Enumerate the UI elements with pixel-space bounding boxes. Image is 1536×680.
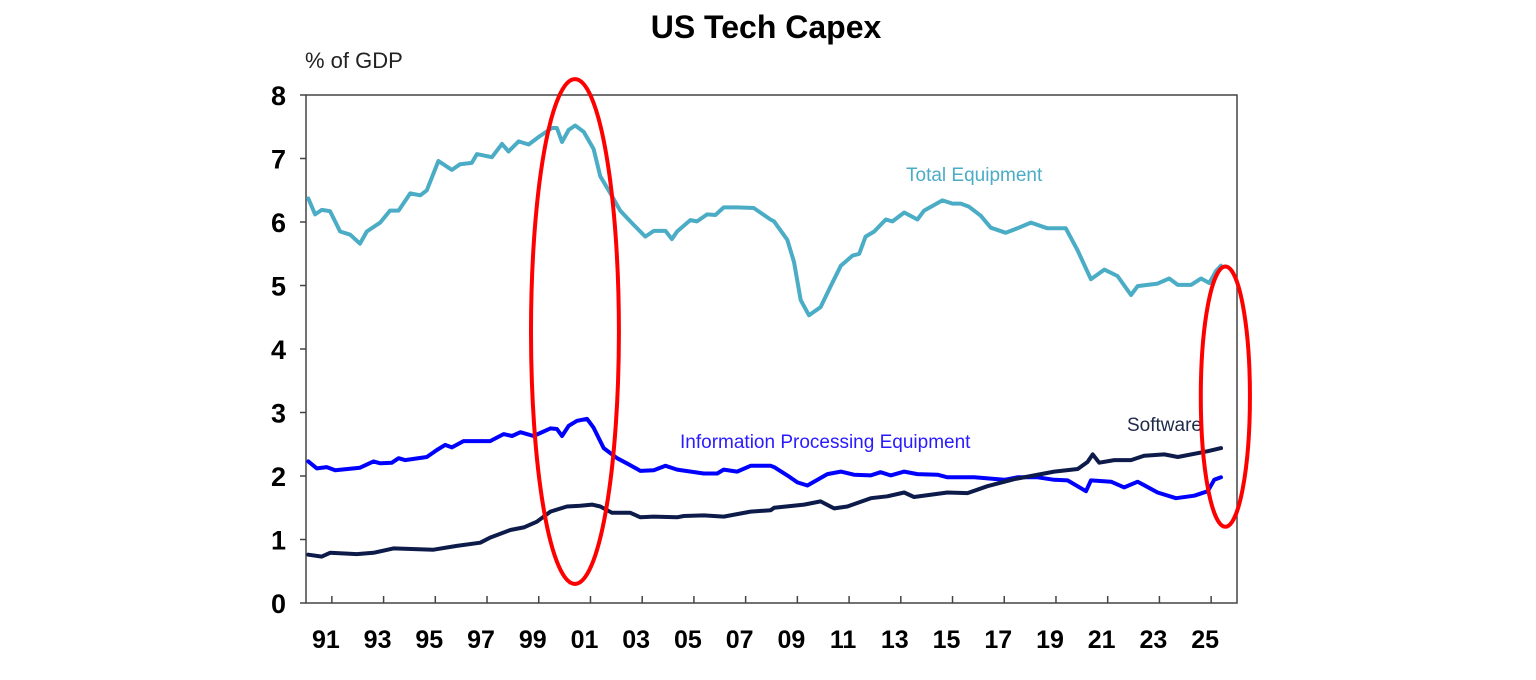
x-tick-label: 21 (1088, 626, 1116, 654)
highlight-ellipse-2 (1198, 264, 1252, 529)
series-line-information-processing (306, 416, 1223, 501)
highlight-ellipse-1 (528, 77, 621, 586)
x-tick-label: 95 (415, 626, 443, 654)
x-tick-label: 11 (830, 626, 857, 654)
x-tick-label: 97 (467, 626, 495, 654)
y-tick-label: 1 (271, 526, 286, 556)
series-label-total-equipment: Total Equipment (906, 165, 1043, 186)
series-label-information-processing: Information Processing Equipment (680, 432, 971, 453)
y-tick-label: 6 (271, 208, 286, 238)
plot-frame (305, 94, 1238, 604)
series-line-total-equipment (306, 123, 1223, 318)
x-tick-label: 07 (726, 626, 754, 654)
x-tick-label: 91 (312, 626, 340, 654)
y-tick-label: 0 (271, 589, 286, 619)
y-axis-label: % of GDP (305, 48, 403, 73)
y-tick-label: 4 (271, 335, 286, 365)
series-label-software: Software (1127, 415, 1202, 436)
x-tick-label: 17 (984, 626, 1012, 654)
x-tick-label: 01 (571, 626, 599, 654)
chart-title: US Tech Capex (651, 9, 882, 45)
x-tick-label: 09 (777, 626, 805, 654)
series-line-software (306, 446, 1223, 559)
y-tick-label: 2 (271, 462, 286, 492)
y-tick-label: 7 (271, 145, 286, 175)
y-tick-label: 5 (271, 272, 286, 302)
x-tick-label: 05 (674, 626, 702, 654)
series-lines (306, 123, 1223, 559)
x-tick-label: 25 (1191, 626, 1219, 654)
y-tick-label: 3 (271, 399, 286, 429)
x-tick-label: 03 (622, 626, 650, 654)
annotations (528, 77, 1252, 586)
x-tick-label: 13 (881, 626, 909, 654)
x-tick-label: 19 (1036, 626, 1064, 654)
x-tick-label: 93 (364, 626, 392, 654)
x-tick-label: 23 (1140, 626, 1168, 654)
y-axis: 0 1 2 3 4 5 6 7 8 (271, 81, 306, 619)
y-tick-label: 8 (271, 81, 286, 111)
x-tick-label: 99 (519, 626, 547, 654)
x-axis: 91 93 95 97 99 01 03 05 07 09 11 13 15 17 19 21 23 25 (312, 596, 1219, 654)
x-tick-label: 15 (933, 626, 961, 654)
